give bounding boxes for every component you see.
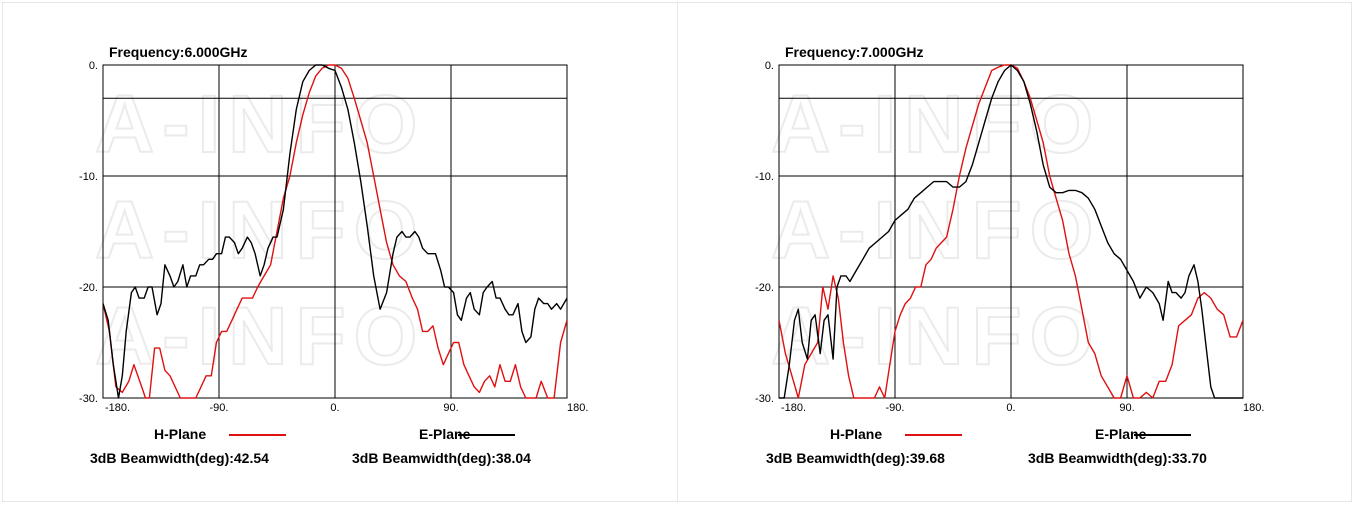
grid <box>103 65 567 398</box>
legend-item-e-plane: E-Plane 3dB Beamwidth(deg):38.04 <box>352 426 531 466</box>
legend-item-e-plane: E-Plane 3dB Beamwidth(deg):33.70 <box>1028 426 1207 466</box>
legend-label: E-Plane <box>1095 426 1147 442</box>
grid <box>779 65 1243 398</box>
watermark-logo: A-INFO <box>95 291 425 382</box>
y-tick-label: 0. <box>765 60 774 72</box>
legend-item-h-plane: H-Plane 3dB Beamwidth(deg):42.54 <box>90 426 286 466</box>
watermark-logo: A-INFO <box>771 291 1101 382</box>
legend-label: H-Plane <box>154 426 206 442</box>
y-tick-label: 0. <box>89 60 98 72</box>
series-line-e-plane <box>779 64 1243 399</box>
x-tick-label: -180. <box>781 402 806 414</box>
legend-label: E-Plane <box>419 426 471 442</box>
panel-divider <box>677 2 678 502</box>
x-tick-label: -90. <box>210 402 229 414</box>
x-tick-label: 0. <box>330 402 339 414</box>
watermark: A-INFO A-INFO A-INFO <box>94 78 425 383</box>
beamwidth-label: 3dB Beamwidth(deg):39.68 <box>766 450 945 466</box>
x-tick-label: -180. <box>105 402 130 414</box>
chart-title: Frequency:6.000GHz <box>109 44 248 60</box>
beamwidth-label: 3dB Beamwidth(deg):42.54 <box>90 450 269 466</box>
series-line-h-plane <box>779 64 1243 399</box>
y-tick-label: -30. <box>755 393 774 405</box>
watermark-logo: A-INFO <box>95 185 425 276</box>
watermark-logo: A-INFO <box>771 185 1101 276</box>
y-tick-label: -20. <box>755 282 774 294</box>
x-tick-label: 90. <box>1119 402 1134 414</box>
series-line-e-plane <box>103 64 567 399</box>
beamwidth-label: 3dB Beamwidth(deg):33.70 <box>1028 450 1207 466</box>
y-tick-label: -10. <box>755 171 774 183</box>
y-tick-label: -20. <box>79 282 98 294</box>
x-tick-label: 0. <box>1006 402 1015 414</box>
legend-label: H-Plane <box>830 426 882 442</box>
x-tick-label: 90. <box>443 402 458 414</box>
chart-title: Frequency:7.000GHz <box>785 44 924 60</box>
radiation-pattern-chart-6ghz: A-INFO A-INFO A-INFO 0. -10. -20. -30. -180. -90… <box>79 44 588 466</box>
x-tick-label: 180. <box>567 402 588 414</box>
watermark-logo: A-INFO <box>95 79 425 170</box>
watermark-logo: A-INFO <box>771 79 1101 170</box>
y-tick-label: -10. <box>79 171 98 183</box>
x-tick-label: 180. <box>1243 402 1264 414</box>
legend-item-h-plane: H-Plane 3dB Beamwidth(deg):39.68 <box>766 426 962 466</box>
radiation-pattern-chart-7ghz: A-INFO A-INFO A-INFO 0. -10. -20. -30. -180. -90… <box>755 44 1264 466</box>
series-line-h-plane <box>103 64 567 399</box>
x-tick-label: -90. <box>886 402 905 414</box>
y-tick-label: -30. <box>79 393 98 405</box>
watermark: A-INFO A-INFO A-INFO <box>770 78 1101 383</box>
beamwidth-label: 3dB Beamwidth(deg):38.04 <box>352 450 531 466</box>
